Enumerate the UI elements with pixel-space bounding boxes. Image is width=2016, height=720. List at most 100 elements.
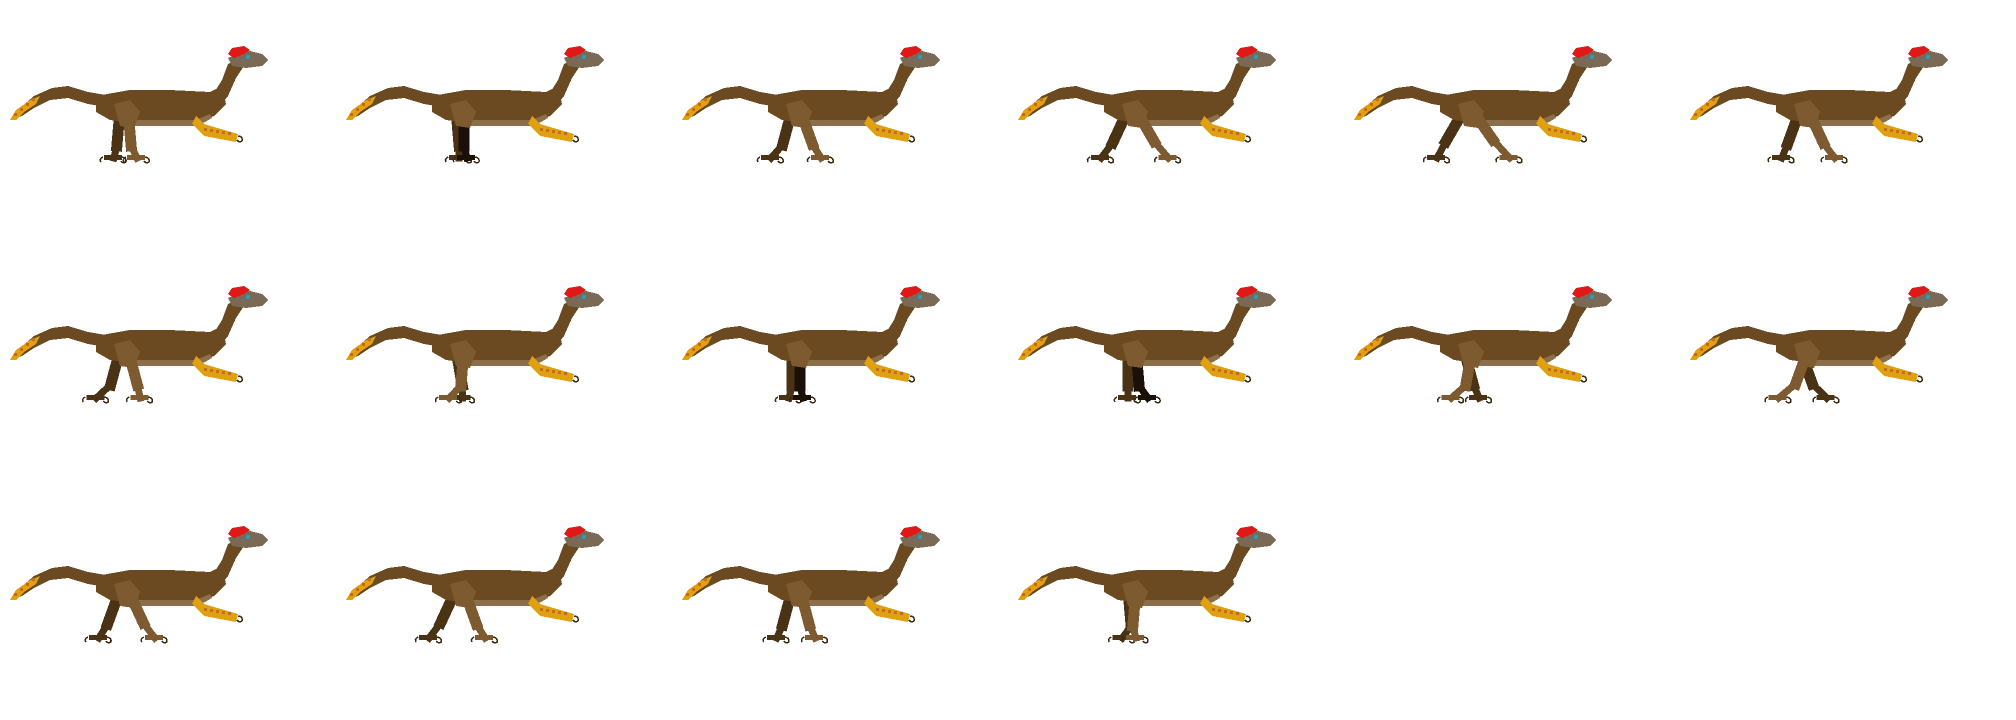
feathered-arm — [528, 596, 574, 622]
eye-icon — [1926, 55, 1930, 59]
tail — [686, 566, 784, 598]
tail — [1694, 86, 1792, 118]
crest — [228, 526, 250, 538]
belly — [792, 594, 884, 606]
sprite-frame — [0, 240, 336, 480]
sprite-canvas — [346, 526, 604, 644]
sprite-canvas — [682, 46, 940, 164]
thigh — [114, 100, 140, 128]
belly — [456, 594, 548, 606]
belly — [456, 354, 548, 366]
crest — [228, 46, 250, 58]
neck — [1220, 538, 1252, 586]
thigh — [1458, 100, 1484, 128]
feathered-arm — [864, 116, 910, 142]
crest — [1572, 46, 1594, 58]
thigh — [786, 340, 812, 368]
belly — [1128, 114, 1220, 126]
crest — [564, 286, 586, 298]
neck — [212, 58, 244, 106]
thigh — [1122, 100, 1148, 128]
tail — [1022, 86, 1120, 118]
neck — [1556, 298, 1588, 346]
sprite-frame — [1680, 240, 2016, 480]
sprite-frame — [1008, 0, 1344, 240]
thigh — [786, 100, 812, 128]
tail-feathers — [346, 576, 376, 600]
tail — [350, 326, 448, 358]
tail — [350, 86, 448, 118]
sprite-frame — [336, 480, 672, 720]
feathered-arm — [528, 356, 574, 382]
feathered-arm — [1872, 116, 1918, 142]
thigh — [450, 580, 476, 608]
tail — [350, 566, 448, 598]
belly — [1800, 354, 1892, 366]
sprite-canvas — [10, 286, 268, 404]
thigh — [114, 580, 140, 608]
crest — [1908, 286, 1930, 298]
crest — [900, 526, 922, 538]
crest — [900, 286, 922, 298]
crest — [1236, 526, 1258, 538]
sprite-canvas — [346, 286, 604, 404]
sprite-canvas — [10, 526, 268, 644]
tail-feathers — [346, 336, 376, 360]
feathered-arm — [1536, 356, 1582, 382]
sprite-canvas — [10, 46, 268, 164]
feathered-arm — [1872, 356, 1918, 382]
neck — [548, 298, 580, 346]
tail-feathers — [1018, 576, 1048, 600]
belly — [1128, 594, 1220, 606]
tail-feathers — [10, 576, 40, 600]
sprite-frame — [0, 0, 336, 240]
sprite-frame — [1008, 480, 1344, 720]
tail — [1694, 326, 1792, 358]
crest — [564, 526, 586, 538]
eye-icon — [1254, 295, 1258, 299]
thigh — [114, 340, 140, 368]
thigh — [1122, 340, 1148, 368]
feathered-arm — [528, 116, 574, 142]
raptor-sprite-icon — [682, 526, 940, 644]
feathered-arm — [1200, 116, 1246, 142]
crest — [1908, 46, 1930, 58]
crest — [1572, 286, 1594, 298]
eye-icon — [246, 295, 250, 299]
sprite-frame — [1008, 240, 1344, 480]
raptor-sprite-icon — [10, 46, 268, 164]
raptor-sprite-icon — [1690, 286, 1948, 404]
neck — [884, 58, 916, 106]
sprite-canvas — [1354, 46, 1612, 164]
belly — [1128, 354, 1220, 366]
sprite-canvas — [1018, 286, 1276, 404]
belly — [120, 114, 212, 126]
sprite-canvas — [346, 46, 604, 164]
tail-feathers — [1690, 336, 1720, 360]
sprite-canvas — [1354, 286, 1612, 404]
tail-feathers — [682, 96, 712, 120]
neck — [884, 538, 916, 586]
feathered-arm — [1200, 596, 1246, 622]
sprite-frame — [1344, 0, 1680, 240]
raptor-sprite-icon — [346, 526, 604, 644]
sprite-frame — [672, 240, 1008, 480]
tail-feathers — [10, 96, 40, 120]
sprite-frame — [0, 480, 336, 720]
neck — [1220, 298, 1252, 346]
feathered-arm — [1536, 116, 1582, 142]
tail — [14, 326, 112, 358]
raptor-sprite-icon — [682, 286, 940, 404]
eye-icon — [1254, 55, 1258, 59]
eye-icon — [918, 535, 922, 539]
raptor-sprite-icon — [10, 286, 268, 404]
eye-icon — [246, 55, 250, 59]
feathered-arm — [1200, 356, 1246, 382]
raptor-sprite-icon — [1018, 526, 1276, 644]
belly — [792, 354, 884, 366]
neck — [548, 58, 580, 106]
eye-icon — [1590, 55, 1594, 59]
eye-icon — [582, 55, 586, 59]
sprite-frame — [672, 480, 1008, 720]
neck — [212, 538, 244, 586]
